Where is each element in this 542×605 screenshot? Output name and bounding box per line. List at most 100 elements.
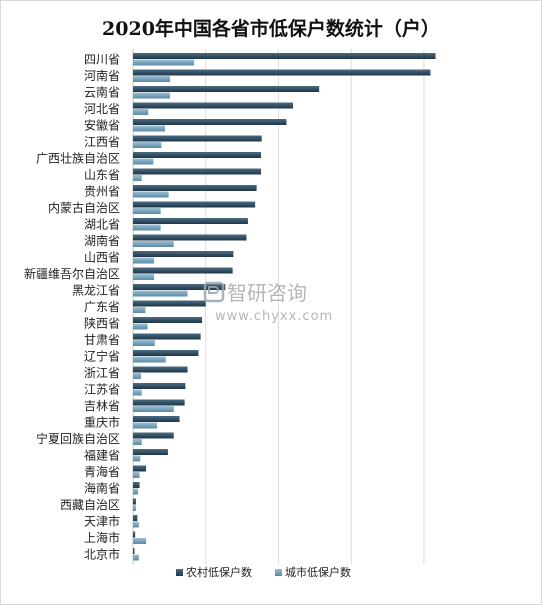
urban-bar xyxy=(133,406,174,412)
urban-bar xyxy=(133,356,166,363)
urban-bar xyxy=(133,224,161,231)
urban-bar xyxy=(133,191,169,198)
category-label: 贵州省 xyxy=(84,184,120,198)
category-label: 重庆市 xyxy=(84,414,120,429)
rural-bar xyxy=(133,119,287,125)
category-label: 上海市 xyxy=(84,530,120,545)
rural-bar xyxy=(133,350,199,356)
legend: 农村低保户数 城市低保户数 xyxy=(176,565,351,579)
urban-bar xyxy=(133,257,155,264)
category-label: 山西省 xyxy=(84,250,120,264)
category-label: 云南省 xyxy=(84,84,120,99)
urban-bar xyxy=(133,92,171,99)
category-label: 宁夏回族自治区 xyxy=(36,431,120,446)
rural-bar xyxy=(133,432,174,439)
category-label: 辽宁省 xyxy=(84,348,120,363)
rural-bar xyxy=(133,201,256,208)
legend-swatch xyxy=(176,569,183,576)
rural-bar xyxy=(133,53,436,59)
category-label: 浙江省 xyxy=(84,366,120,380)
rural-bar xyxy=(133,465,147,472)
category-label: 安徽省 xyxy=(84,117,120,132)
urban-bar xyxy=(133,340,155,346)
category-label: 西藏自治区 xyxy=(60,498,120,512)
rural-bar xyxy=(133,102,293,109)
category-label: 新疆维吾尔自治区 xyxy=(24,266,120,281)
category-label: 北京市 xyxy=(84,546,120,561)
rural-bar xyxy=(133,333,201,340)
category-label: 青海省 xyxy=(84,464,120,479)
urban-bar xyxy=(133,59,195,66)
urban-bar xyxy=(133,142,162,148)
rural-bar xyxy=(133,449,168,455)
watermark: 智研咨询 www.chyxx.com xyxy=(203,281,333,324)
urban-bar xyxy=(133,455,141,462)
urban-bar xyxy=(133,76,171,82)
rural-bar xyxy=(133,317,203,323)
watermark-url: www.chyxx.com xyxy=(215,309,333,324)
grid-lines xyxy=(132,49,425,565)
rural-bar xyxy=(133,152,261,158)
category-label: 河南省 xyxy=(84,68,120,83)
brand-logo-icon xyxy=(203,281,225,303)
rural-bar xyxy=(133,86,320,92)
urban-bar xyxy=(133,125,165,132)
rural-bar xyxy=(133,416,180,422)
urban-bar xyxy=(133,109,149,115)
category-label: 吉林省 xyxy=(84,399,120,413)
category-label: 内蒙古自治区 xyxy=(48,200,120,215)
chart-title: 2020年中国各省市低保户数统计（户） xyxy=(102,18,440,40)
legend-label: 城市低保户数 xyxy=(285,565,351,579)
urban-bar xyxy=(133,323,148,330)
urban-bar xyxy=(133,422,157,429)
urban-bar xyxy=(133,373,141,379)
urban-bar xyxy=(133,241,174,247)
category-labels: 四川省河南省云南省河北省安徽省江西省广西壮族自治区山东省贵州省内蒙古自治区湖北省… xyxy=(24,52,120,561)
category-label: 湖南省 xyxy=(84,233,120,248)
rural-bar xyxy=(133,168,261,175)
urban-bar xyxy=(133,488,139,495)
urban-bar xyxy=(133,158,154,165)
rural-bar xyxy=(133,267,233,274)
rural-bar xyxy=(133,383,186,389)
category-label: 江苏省 xyxy=(84,382,120,396)
rural-bar xyxy=(133,185,257,191)
rural-bar xyxy=(133,218,248,224)
category-label: 广东省 xyxy=(84,300,120,314)
urban-bar xyxy=(133,538,147,544)
urban-bar xyxy=(133,521,139,528)
category-label: 海南省 xyxy=(84,480,120,495)
rural-bar xyxy=(133,498,136,505)
legend-swatch xyxy=(275,569,282,576)
category-label: 广西壮族自治区 xyxy=(36,151,120,165)
rural-bar xyxy=(133,69,431,76)
urban-bar xyxy=(133,307,146,313)
urban-bar xyxy=(133,389,142,396)
category-label: 江西省 xyxy=(84,135,120,149)
category-label: 黑龙江省 xyxy=(72,283,120,297)
urban-bar xyxy=(133,274,155,280)
rural-bar xyxy=(133,515,138,521)
rural-bar xyxy=(133,548,135,554)
bars xyxy=(133,53,436,561)
rural-bar xyxy=(133,482,140,488)
category-label: 甘肃省 xyxy=(84,333,120,347)
category-label: 河北省 xyxy=(84,102,120,116)
rural-bar xyxy=(133,284,226,290)
rural-bar xyxy=(133,234,247,241)
rural-bar xyxy=(133,531,136,538)
rural-bar xyxy=(133,399,185,406)
category-label: 四川省 xyxy=(84,52,120,66)
rural-bar xyxy=(133,300,206,307)
rural-bar xyxy=(133,366,188,373)
category-label: 陕西省 xyxy=(84,315,120,330)
legend-label: 农村低保户数 xyxy=(186,565,252,579)
category-label: 湖北省 xyxy=(84,216,120,231)
category-label: 山东省 xyxy=(84,168,120,182)
urban-bar xyxy=(133,505,136,511)
urban-bar xyxy=(133,290,188,297)
rural-bar xyxy=(133,251,234,257)
urban-bar xyxy=(133,208,161,214)
urban-bar xyxy=(133,554,139,561)
